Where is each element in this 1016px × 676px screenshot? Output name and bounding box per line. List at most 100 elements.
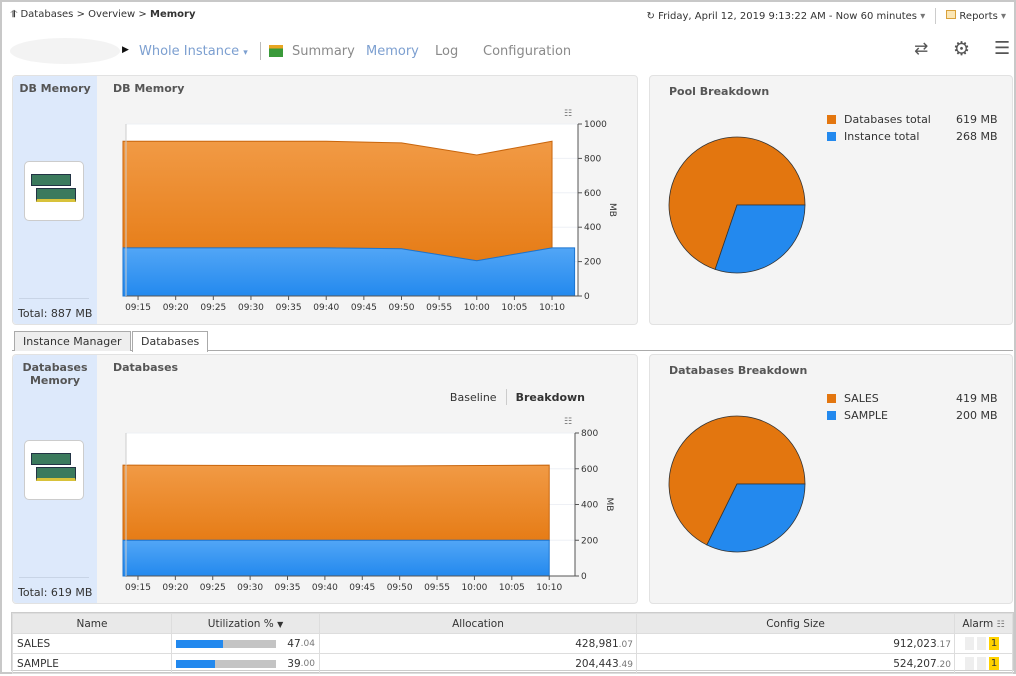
pie-title: Databases Breakdown	[669, 364, 808, 377]
breadcrumb: ⥣ Databases > Overview > Memory	[10, 9, 196, 20]
util-dec: .04	[300, 638, 315, 649]
time-range-selector[interactable]: ↻ Friday, April 12, 2019 9:13:22 AM - No…	[647, 11, 926, 22]
utilization-bar	[176, 659, 276, 668]
legend-swatch	[827, 132, 836, 141]
legend-item: SAMPLE 200 MB	[827, 409, 998, 422]
legend-label: Databases total	[844, 113, 931, 126]
chevron-down-icon: ▾	[243, 48, 248, 58]
chart-options-icon[interactable]: ☷	[564, 417, 573, 427]
breadcrumb-overview[interactable]: Overview	[88, 9, 136, 20]
legend-item: Databases total 619 MB	[827, 113, 998, 126]
gear-icon[interactable]: ⚙	[953, 38, 971, 60]
baseline-toggle[interactable]: Baseline	[449, 390, 497, 404]
cell-name: SAMPLE	[12, 653, 172, 674]
breakdown-toggle[interactable]: Breakdown	[515, 390, 585, 404]
legend-label: Instance total	[844, 130, 920, 143]
chart-title: DB Memory	[113, 82, 185, 95]
databases-sidebar: Databases Memory Total: 619 MB	[13, 355, 97, 603]
tab-log[interactable]: Log	[435, 44, 459, 59]
allocation-dec: .07	[618, 639, 633, 650]
tab-instance-manager[interactable]: Instance Manager	[14, 331, 131, 351]
cell-name: SALES	[12, 633, 172, 654]
table-row[interactable]: SALES 47.04 428,981.07 912,023.17 1	[12, 633, 1013, 654]
legend-value: 268 MB	[956, 130, 998, 143]
config-int: 524,207	[893, 657, 937, 670]
table-row[interactable]: SAMPLE 39.00 204,443.49 524,207.20 1	[12, 653, 1013, 674]
breadcrumb-databases[interactable]: Databases	[20, 9, 74, 20]
col-name[interactable]: Name	[12, 613, 172, 634]
view-toggle: Baseline Breakdown	[450, 389, 585, 405]
allocation-int: 204,443	[575, 657, 619, 670]
legend-item: SALES 419 MB	[827, 392, 998, 405]
time-icon: ↻	[646, 10, 655, 22]
col-label: Alarm	[962, 617, 994, 630]
databases-memory-panel: Databases Memory Total: 619 MB Databases…	[12, 354, 638, 604]
tab-memory[interactable]: Memory	[366, 44, 419, 59]
breadcrumb-current: Memory	[150, 9, 196, 20]
col-label: Utilization %	[207, 617, 274, 630]
legend-item: Instance total 268 MB	[827, 130, 998, 143]
col-utilization[interactable]: Utilization % ▼	[171, 613, 320, 634]
legend-swatch	[827, 411, 836, 420]
legend-label: SAMPLE	[844, 409, 888, 422]
legend-value: 200 MB	[956, 409, 998, 422]
sort-desc-icon: ▼	[277, 619, 284, 629]
reports-label: Reports	[959, 11, 998, 22]
refresh-icon[interactable]: ⇄	[914, 39, 929, 59]
allocation-dec: .49	[618, 659, 633, 670]
memory-module-icon	[24, 161, 84, 221]
divider	[260, 42, 261, 60]
tab-summary[interactable]: Summary	[292, 44, 355, 59]
legend-value: 419 MB	[956, 392, 998, 405]
col-alarm[interactable]: Alarm ☷	[954, 613, 1013, 634]
col-config-size[interactable]: Config Size	[636, 613, 955, 634]
db-memory-sidebar: DB Memory Total: 887 MB	[13, 76, 97, 324]
reports-button[interactable]: Reports ▾	[946, 10, 1006, 22]
scope-label: Whole Instance	[139, 44, 240, 59]
pool-breakdown-panel: Pool Breakdown Databases total 619 MB Ins…	[649, 75, 1013, 325]
alarm-badge[interactable]: 1	[989, 637, 999, 650]
config-int: 912,023	[893, 637, 937, 650]
config-dec: .17	[936, 639, 951, 650]
chevron-down-icon: ▾	[1000, 11, 1006, 22]
divider	[505, 389, 507, 405]
divider	[935, 8, 937, 24]
util-int: 39	[287, 657, 301, 670]
config-dec: .20	[936, 659, 951, 670]
pie-title: Pool Breakdown	[669, 85, 770, 98]
summary-icon	[269, 45, 283, 57]
total-label: Total: 887 MB	[18, 307, 93, 320]
table-header: Name Utilization % ▼ Allocation Config S…	[12, 613, 1013, 634]
chart-title: Databases	[113, 361, 179, 374]
up-icon[interactable]: ⥣	[10, 9, 18, 20]
util-dec: .00	[300, 658, 315, 669]
db-memory-panel: DB Memory Total: 887 MB DB Memory ☷	[12, 75, 638, 325]
expand-arrow-icon[interactable]: ▶	[122, 45, 129, 55]
utilization-bar	[176, 639, 276, 648]
legend-label: SALES	[844, 392, 879, 405]
chart-options-icon[interactable]: ☷	[564, 109, 573, 119]
databases-table: Name Utilization % ▼ Allocation Config S…	[11, 612, 1014, 674]
tab-configuration[interactable]: Configuration	[483, 44, 572, 59]
util-int: 47	[287, 637, 301, 650]
time-range-text: Friday, April 12, 2019 9:13:22 AM - Now …	[658, 10, 918, 22]
column-options-icon[interactable]: ☷	[996, 619, 1005, 630]
sidebar-title: Databases Memory	[22, 361, 88, 387]
col-allocation[interactable]: Allocation	[319, 613, 637, 634]
legend-swatch	[827, 394, 836, 403]
instance-name-blurred	[10, 38, 120, 64]
chevron-down-icon: ▾	[920, 10, 926, 22]
total-label: Total: 619 MB	[18, 586, 93, 599]
reports-icon	[946, 10, 957, 19]
memory-module-icon	[24, 440, 84, 500]
alarm-badge[interactable]: 1	[989, 657, 999, 670]
legend-swatch	[827, 115, 836, 124]
legend-value: 619 MB	[956, 113, 998, 126]
sidebar-title: DB Memory	[19, 82, 91, 95]
allocation-int: 428,981	[575, 637, 619, 650]
tab-databases[interactable]: Databases	[132, 331, 209, 352]
menu-icon[interactable]: ☰	[994, 38, 1011, 59]
scope-dropdown[interactable]: Whole Instance ▾	[139, 44, 248, 59]
header-controls: ↻ Friday, April 12, 2019 9:13:22 AM - No…	[647, 8, 1006, 24]
databases-breakdown-panel: Databases Breakdown SALES 419 MB SAMPLE 20…	[649, 354, 1013, 604]
